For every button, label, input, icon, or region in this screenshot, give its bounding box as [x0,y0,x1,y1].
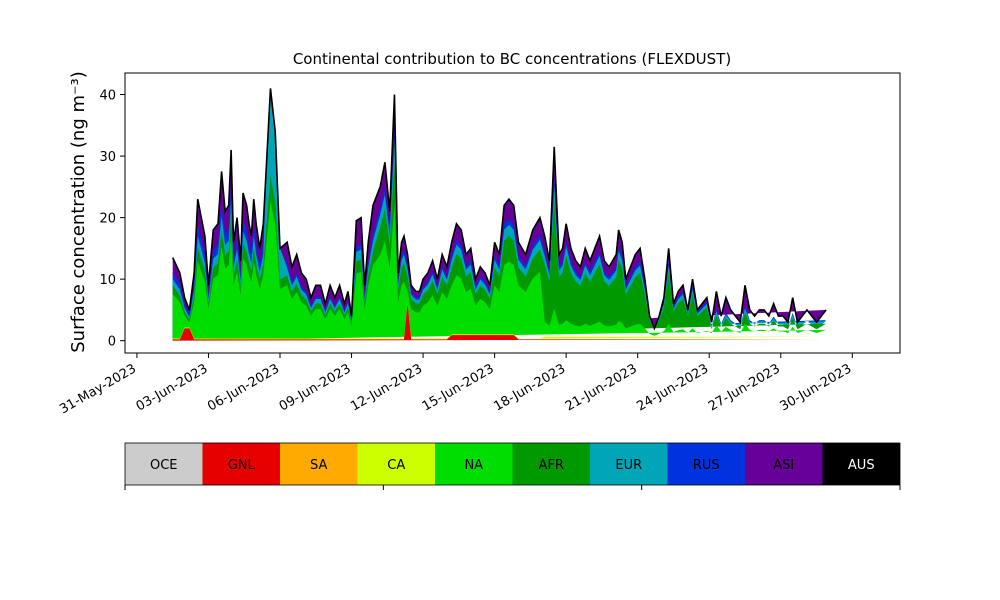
x-tick-label: 24-Jun-2023 [634,361,711,414]
y-axis-label: Surface concentration (ng m⁻³) [68,71,89,353]
legend-swatch-aus [822,443,900,485]
y-tick-label: 0 [108,335,116,350]
x-tick-label: 12-Jun-2023 [348,361,425,414]
legend-label-na: NA [464,458,483,473]
legend-colorbar: OCE GNL SA CA NA AFR EUR RUS ASI AUS [124,442,901,490]
legend-label-sa: SA [310,458,327,473]
legend-label-ca: CA [387,458,405,473]
stack-area-ca [172,301,827,341]
x-tick-label: 27-Jun-2023 [706,361,783,414]
legend-swatch-eur [590,443,668,485]
x-tick-label: 15-Jun-2023 [420,361,497,414]
stack-area-na [172,200,827,341]
x-tick-label: 21-Jun-2023 [563,361,640,414]
legend-label-afr: AFR [539,458,564,473]
plot-area [171,88,827,341]
legend-swatch-na [435,443,513,485]
legend-label-gnl: GNL [228,458,256,473]
legend-label-eur: EUR [615,458,642,473]
legend-frame [124,442,901,486]
axes: 0 10 20 30 40 31-May-202303-Jun-202306-Jun-20… [57,72,901,417]
legend-swatch-oce [125,443,203,485]
x-tick-label: 18-Jun-2023 [491,361,568,414]
x-tick-label: 30-Jun-2023 [777,361,854,414]
legend-swatch-rus [667,443,745,485]
legend-label-rus: RUS [693,458,720,473]
legend-label-aus: AUS [848,458,875,473]
legend-swatch-ca [357,443,435,485]
legend-label-oce: OCE [150,458,178,473]
axes-frame [124,72,901,354]
x-tick-label: 09-Jun-2023 [277,361,354,414]
x-tick-label: 03-Jun-2023 [134,361,211,414]
chart-title: Continental contribution to BC concentra… [293,50,731,68]
x-tick-label: 31-May-2023 [57,361,139,417]
y-tick-label: 20 [99,212,116,227]
total-line [171,88,827,331]
y-tick-label: 40 [99,89,116,104]
y-tick-label: 30 [99,150,116,165]
legend-swatch-gnl [202,443,280,485]
legend-swatch-sa [280,443,358,485]
x-tick-label: 06-Jun-2023 [205,361,282,414]
legend-label-asi: ASI [773,458,794,473]
legend-swatch-afr [512,443,590,485]
y-tick-label: 10 [99,273,116,288]
legend-swatch-asi [745,443,823,485]
